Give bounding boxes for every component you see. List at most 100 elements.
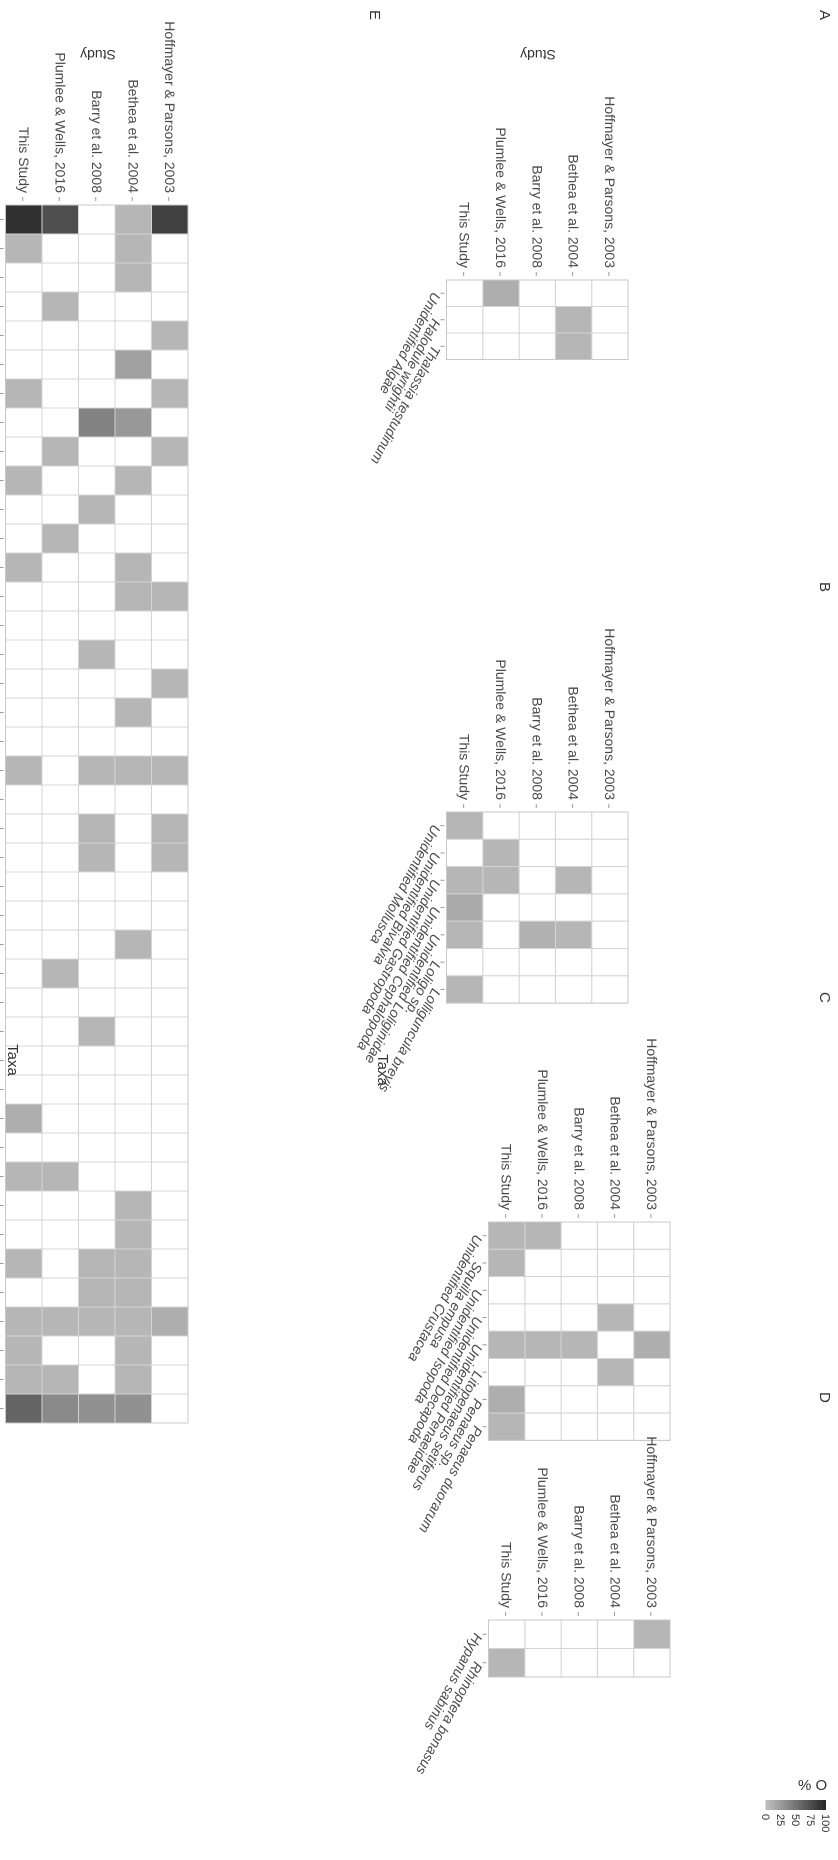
heatmap-cell [114,1074,152,1105]
heatmap-cell [114,784,152,815]
heatmap-cell [554,948,593,977]
heatmap-cell [114,1393,152,1424]
heatmap-cell [560,1276,598,1305]
heatmap-cell [151,726,189,757]
heatmap-cell [41,610,79,641]
heatmap-cell [591,920,629,950]
study-label: Bethea et al. 2004 [125,79,141,193]
legend-swatch [804,1800,808,1810]
panel-frame [446,279,629,360]
heatmap-cell [114,1364,152,1395]
heatmap-cell [482,866,520,895]
heatmap-cell [41,1103,79,1134]
heatmap-cell [633,1303,671,1332]
panel-frame [5,204,189,1424]
heatmap-cell [5,320,43,351]
taxon-label: Chaetodipterus faber [0,1028,3,1152]
legend-swatch [822,1800,826,1810]
heatmap-cell [41,436,79,467]
heatmap-cell [633,1248,671,1278]
panel-e: E Hoffmayer & Parsons, 2003 Bethea et al. … [0,10,383,1547]
heatmap-cell [114,552,152,583]
heatmap-cell [518,838,556,868]
heatmap-cell [114,291,152,322]
heatmap-cell [151,1103,189,1134]
heatmap-cell [591,893,629,922]
heatmap-cell [41,1219,79,1250]
heatmap-cell [596,1221,635,1250]
heatmap-cell [591,948,629,977]
heatmap-cell [554,279,593,307]
heatmap-cell [78,436,116,467]
heatmap-cell [114,842,152,873]
legend-swatch [816,1800,820,1810]
heatmap-cell [445,975,484,1004]
study-label: Barry et al. 2008 [89,90,105,193]
study-label: Hoffmayer & Parsons, 2003 [602,96,618,268]
heatmap-cell [41,552,79,583]
heatmap-cell [151,1335,189,1366]
heatmap-cell [524,1648,562,1678]
heatmap-cell [5,1132,43,1163]
heatmap-cell [151,1393,189,1424]
heatmap-cell [151,842,189,873]
heatmap-cell [151,668,189,699]
heatmap-cell [114,610,152,641]
heatmap-cell [591,332,629,360]
study-label: Barry et al. 2008 [571,1107,587,1210]
heatmap-cell [78,581,116,612]
legend-swatch [786,1800,790,1810]
heatmap-cell [114,871,152,902]
heatmap-cell [151,233,189,264]
heatmap-cell [5,465,43,496]
heatmap-cell [41,233,79,264]
heatmap-cell [114,1248,152,1279]
heatmap-cell [482,811,520,840]
heatmap-cell [560,1358,598,1387]
study-label: Plumlee & Wells, 2016 [493,659,509,800]
panel-label: E [366,10,383,20]
heatmap-cell [524,1303,562,1332]
heatmap-cell [487,1276,526,1305]
heatmap-cell [41,1364,79,1395]
heatmap-cell [151,1074,189,1105]
heatmap-cell [114,1016,152,1047]
legend-gradient [765,1800,826,1810]
heatmap-cell [5,291,43,322]
heatmap-cell [41,668,79,699]
heatmap-cell [445,893,484,922]
heatmap-cell [518,811,556,840]
heatmap-cell [560,1412,598,1441]
heatmap-cell [151,436,189,467]
heatmap-cell [487,1221,526,1250]
heatmap-cell [487,1619,526,1649]
study-label: This Study [457,202,473,268]
heatmap-cell [41,871,79,902]
heatmap-cell [151,1045,189,1076]
heatmap-cell [114,726,152,757]
heatmap-cell [5,1190,43,1221]
heatmap-cell [487,1648,526,1678]
study-label: Bethea et al. 2004 [566,154,582,268]
heatmap-cell [560,1221,598,1250]
heatmap-cell [487,1303,526,1332]
heatmap-cell [591,306,629,334]
heatmap-cell [560,1648,598,1678]
heatmap-cell [596,1330,635,1359]
legend-tick-label: 75 [804,1814,816,1826]
heatmap-cell [5,1219,43,1250]
heatmap-cell [114,436,152,467]
heatmap-cell [78,755,116,786]
heatmap-cell [633,1648,671,1678]
heatmap-cell [5,378,43,409]
heatmap-cell [151,1161,189,1192]
legend-swatch [771,1800,775,1810]
heatmap-cell [41,900,79,931]
heatmap-cell [78,1045,116,1076]
taxon-label: Menticirrhus americanus [0,1405,3,1547]
heatmap-cell [114,204,152,235]
heatmap-cell [78,726,116,757]
heatmap-cell [78,697,116,728]
heatmap-cell [151,987,189,1018]
legend-swatch [783,1800,787,1810]
